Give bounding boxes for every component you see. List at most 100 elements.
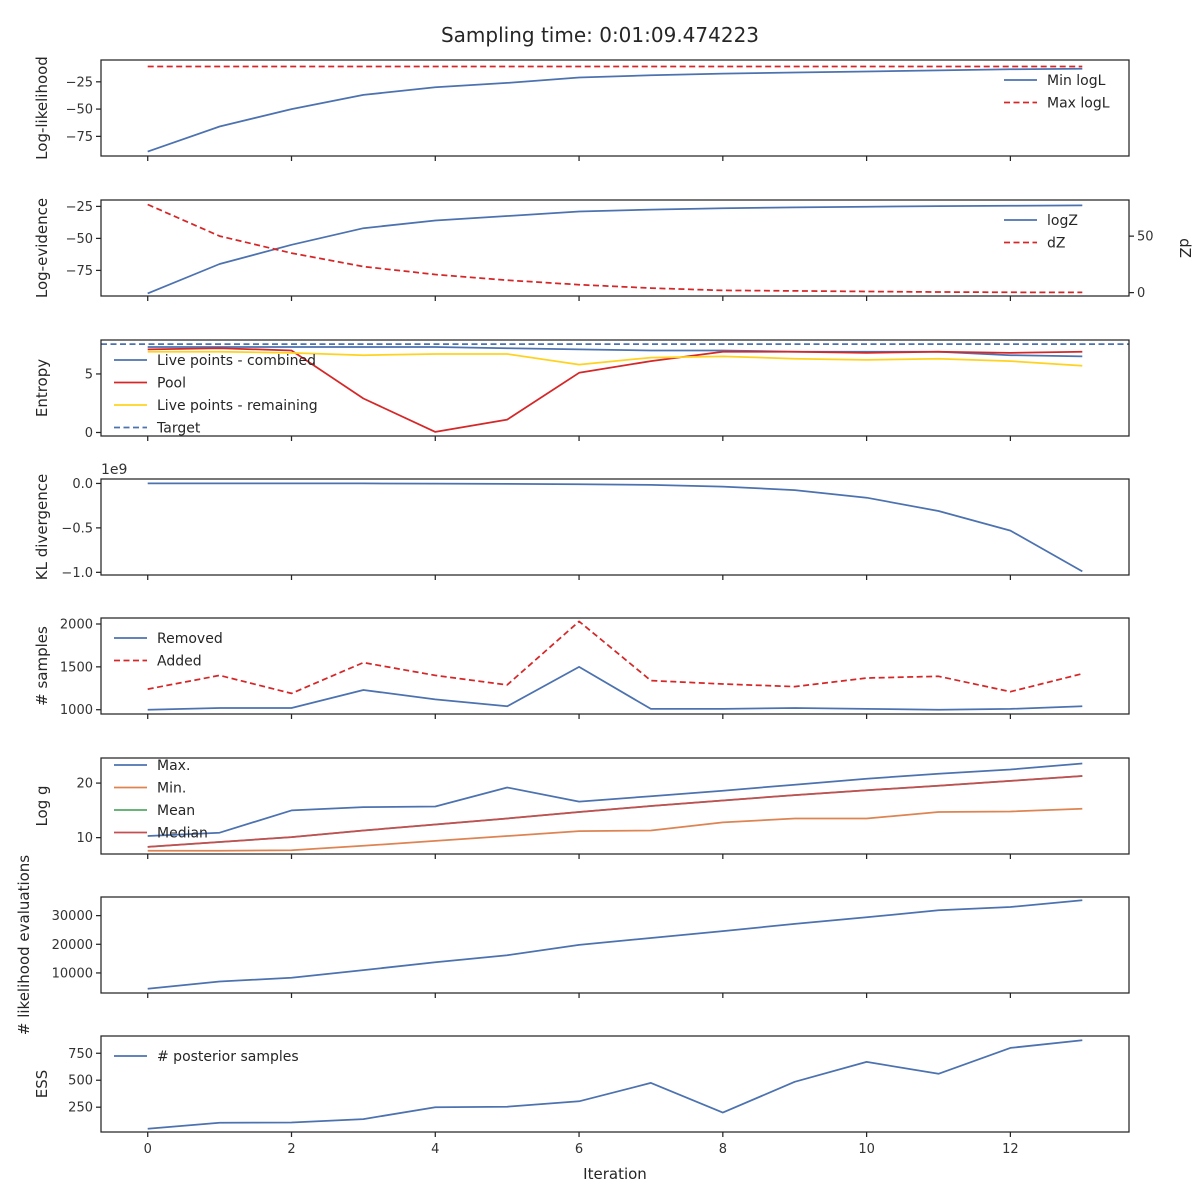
x-tick-label: 2 [287, 1142, 295, 1157]
plot-frame [100, 59, 1130, 157]
y-axis-label: # likelihood evaluations [15, 855, 33, 1035]
y-tick-label: 20000 [52, 938, 93, 953]
series-group [147, 762, 1083, 852]
x-tick-label: 10 [858, 1142, 875, 1157]
series-line-added [147, 620, 1083, 695]
y-axis-label: Log-likelihood [33, 56, 51, 160]
y-tick-label: −25 [66, 200, 93, 215]
legend: Min logL Max logL [1004, 73, 1110, 112]
y-tick-label: 1000 [60, 703, 93, 718]
y-tick-label: 2000 [60, 618, 93, 633]
legend-label: Live points - remaining [157, 398, 318, 414]
panel-entropy: 0 5 Entropy Live points - combined Pool Live … [33, 339, 1130, 441]
series-line-dz [147, 203, 1083, 294]
y-tick-label: −75 [66, 264, 93, 279]
legend: Max. Min. Mean Median [114, 758, 208, 842]
y-tick-label: −0.5 [61, 521, 93, 536]
x-tick-label: 6 [575, 1142, 583, 1157]
series-line-logz [147, 204, 1083, 295]
plot-frame [100, 199, 1130, 297]
plot-frame [100, 478, 1130, 576]
series-group [101, 343, 1129, 433]
figure-title: Sampling time: 0:01:09.474223 [441, 23, 759, 47]
y-tick-label: 20 [76, 777, 93, 792]
series-group [147, 620, 1083, 711]
y-tick-label: 10 [76, 831, 93, 846]
series-group [147, 203, 1083, 295]
panel-kl-divergence: −1.0 −0.5 0.0 KL divergence 1e9 [33, 462, 1130, 581]
x-tick-label: 8 [719, 1142, 727, 1157]
y-tick-label: 1500 [60, 660, 93, 675]
legend-label: # posterior samples [157, 1049, 299, 1065]
x-tick-label: 0 [144, 1142, 152, 1157]
legend-label: Target [156, 421, 201, 437]
series-line-series [147, 899, 1083, 990]
y-tick-label: −50 [66, 232, 93, 247]
series-line-removed [147, 666, 1083, 711]
y-axis-label: # samples [33, 626, 51, 706]
y-tick-label: −50 [66, 103, 93, 118]
series-line-min-logl [147, 67, 1083, 153]
series-group [147, 482, 1083, 573]
legend-label: Max logL [1047, 96, 1110, 112]
series-line-pool [147, 347, 1083, 433]
y-right-tick-label: 50 [1137, 230, 1154, 245]
x-axis-label: Iteration [583, 1165, 647, 1183]
y-offset-text: 1e9 [101, 462, 127, 478]
plot-frame [100, 896, 1130, 994]
y-axis-label: ESS [33, 1070, 51, 1099]
plot-frame [100, 1035, 1130, 1133]
legend-label: dZ [1047, 236, 1065, 252]
legend-label: Min. [157, 781, 186, 797]
series-line-posterior-samples [147, 1039, 1083, 1130]
y-tick-label: 750 [68, 1047, 93, 1062]
series-line-median [147, 775, 1083, 848]
y-right-tick-label: 0 [1137, 286, 1145, 301]
y-tick-label: 0 [85, 426, 93, 441]
y-tick-label: 30000 [52, 909, 93, 924]
plot-frame [100, 757, 1130, 855]
panel-likelihood-evaluations: 10000 20000 30000 # likelihood evaluations [15, 855, 1130, 1035]
plot-frame [100, 617, 1130, 715]
panel-ess: 0 2 4 6 8 10 12 250 500 750 ESS # posterior samples [33, 1035, 1130, 1157]
series-line-series [147, 482, 1083, 573]
legend: # posterior samples [114, 1049, 299, 1065]
series-group [147, 899, 1083, 990]
legend: Removed Added [114, 631, 223, 670]
y-right-axis-label: dZ [1176, 238, 1194, 258]
legend-label: Max. [157, 758, 190, 774]
plot-frame [100, 339, 1130, 437]
legend-label: Live points - combined [157, 353, 316, 369]
series-line-min [147, 807, 1083, 852]
panel-log-evidence: −75 −50 −25 0 50 dZ Log-evidence logZ dZ [33, 198, 1194, 301]
y-axis-label: Entropy [33, 359, 51, 417]
panel-log-likelihood: −75 −50 −25 Log-likelihood Min logL Max logL [33, 56, 1130, 161]
y-tick-label: 10000 [52, 966, 93, 981]
y-axis-label: Log g [33, 785, 51, 826]
y-tick-label: 250 [68, 1101, 93, 1116]
panel-samples: 1000 1500 2000 # samples Removed Added [33, 617, 1130, 719]
legend: logZ dZ [1004, 213, 1078, 252]
y-tick-label: 0.0 [72, 477, 93, 492]
legend-label: Added [157, 654, 202, 670]
y-tick-label: 5 [85, 367, 93, 382]
y-tick-label: −75 [66, 130, 93, 145]
legend-label: Removed [157, 631, 223, 647]
legend-label: logZ [1047, 213, 1078, 229]
x-tick-label: 4 [431, 1142, 439, 1157]
series-group [147, 1039, 1083, 1130]
y-axis-label: KL divergence [33, 474, 51, 580]
y-tick-label: −25 [66, 75, 93, 90]
legend-label: Pool [157, 376, 186, 392]
y-axis-label: Log-evidence [33, 198, 51, 298]
y-tick-label: 500 [68, 1074, 93, 1089]
series-group [147, 65, 1083, 153]
panel-log-g: 10 20 Log g Max. Min. Mean Median [33, 757, 1130, 859]
series-line-live-points-remaining [147, 350, 1083, 367]
legend-label: Min logL [1047, 73, 1106, 89]
x-tick-label: 12 [1002, 1142, 1019, 1157]
legend-label: Mean [157, 803, 195, 819]
y-tick-label: −1.0 [61, 566, 93, 581]
